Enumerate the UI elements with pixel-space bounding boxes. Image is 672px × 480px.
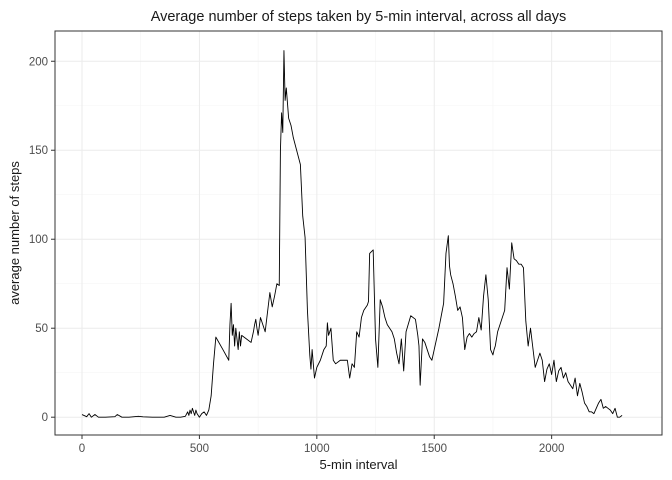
x-tick-label: 0 — [79, 443, 85, 455]
y-tick-label: 50 — [35, 323, 48, 335]
y-axis: 0 50 100 150 200 — [29, 56, 55, 424]
chart-title: Average number of steps taken by 5-min i… — [151, 9, 567, 25]
series-line-average-steps — [81, 50, 623, 418]
y-tick-label: 200 — [29, 56, 48, 68]
y-tick-label: 0 — [42, 412, 48, 424]
x-tick-label: 500 — [190, 443, 209, 455]
y-tick-label: 100 — [29, 234, 48, 246]
x-tick-label: 1500 — [421, 443, 447, 455]
plot-panel-border — [54, 30, 663, 436]
x-tick-label: 2000 — [539, 443, 565, 455]
x-axis: 0 500 1000 1500 2000 — [79, 435, 565, 455]
y-tick-label: 150 — [29, 145, 48, 157]
y-axis-title: average number of steps — [7, 161, 22, 305]
x-axis-title: 5-min interval — [319, 457, 397, 472]
x-tick-label: 1000 — [304, 443, 330, 455]
minor-gridlines — [55, 31, 662, 435]
major-gridlines — [55, 31, 662, 435]
